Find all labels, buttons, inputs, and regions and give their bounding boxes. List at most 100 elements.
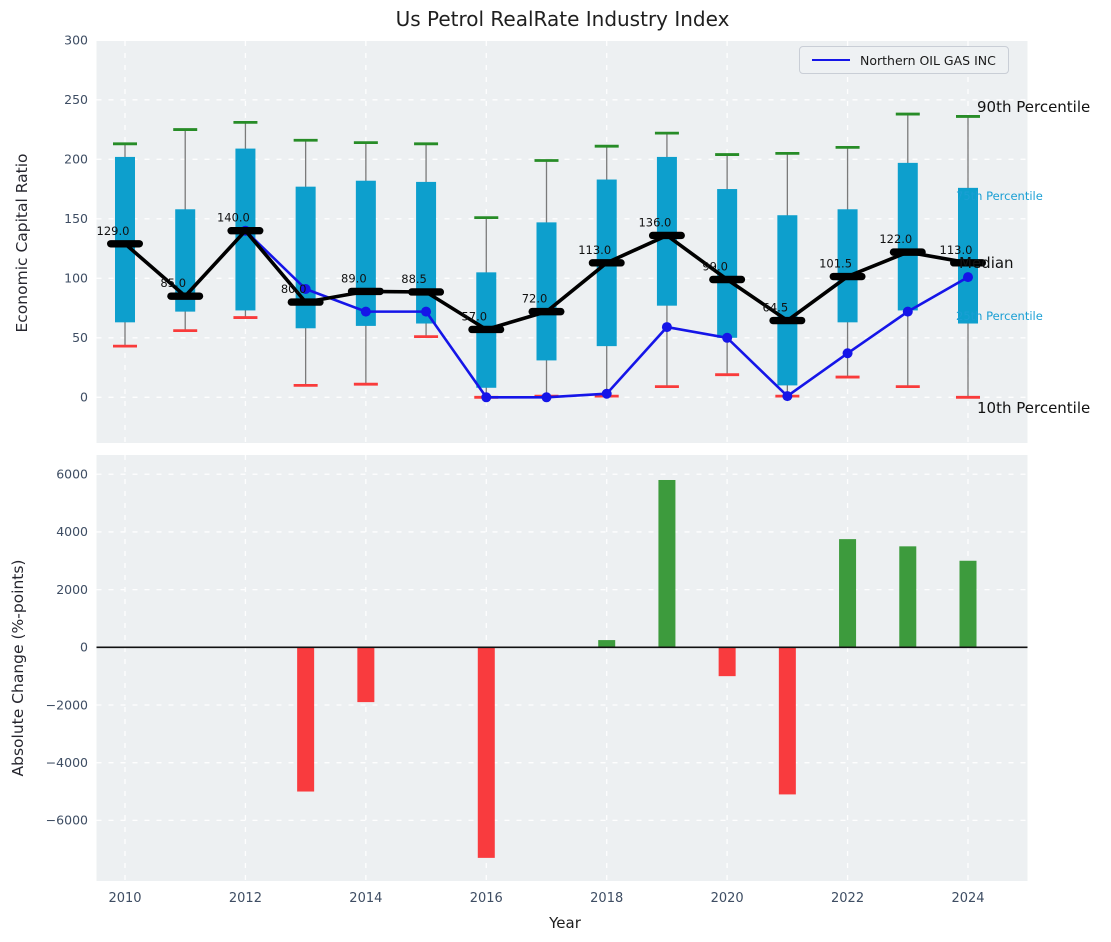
median-value-label-2019: 136.0 — [638, 215, 671, 229]
median-dash-2012 — [227, 227, 264, 235]
x-tick-label: 2012 — [229, 891, 262, 906]
change-bar-2013 — [297, 647, 315, 792]
median-dash-2017 — [528, 307, 565, 316]
company-marker-2013 — [300, 284, 311, 295]
median-dash-2024 — [949, 259, 986, 267]
change-bar-2020 — [718, 647, 736, 677]
median-value-label-2010: 129.0 — [97, 224, 130, 238]
annotation-10th-percentile: 10th Percentile — [977, 399, 1091, 417]
bottom-y-tick-label: 4000 — [56, 524, 88, 539]
bottom-y-tick-label: 2000 — [56, 582, 88, 597]
bottom-y-axis-label: Absolute Change (%-points) — [9, 559, 27, 777]
iqr-box-2014 — [355, 180, 376, 326]
iqr-box-2011 — [175, 209, 196, 312]
company-marker-2017 — [541, 392, 552, 403]
median-value-label-2017: 72.0 — [522, 292, 548, 306]
bottom-y-tick-label: 6000 — [56, 467, 88, 482]
iqr-box-2017 — [536, 222, 557, 361]
legend-line-sample — [812, 59, 850, 61]
company-marker-2021 — [782, 391, 793, 402]
change-bar-2016 — [477, 647, 495, 858]
median-dash-2023 — [889, 248, 926, 256]
company-marker-2022 — [842, 348, 853, 359]
iqr-box-2020 — [717, 189, 738, 338]
iqr-box-2010 — [115, 156, 135, 323]
top-y-axis-label: Economic Capital Ratio — [13, 153, 31, 333]
x-tick-label: 2010 — [108, 891, 141, 906]
iqr-box-2022 — [837, 209, 858, 323]
median-value-label-2014: 89.0 — [341, 271, 367, 285]
change-bar-2021 — [778, 647, 796, 795]
median-value-label-2021: 64.5 — [763, 301, 789, 315]
x-tick-label: 2014 — [349, 891, 382, 906]
legend: Northern OIL GAS INC — [799, 46, 1009, 74]
x-tick-label: 2016 — [470, 891, 503, 906]
top-y-tick-label: 250 — [64, 92, 88, 107]
top-y-tick-label: 200 — [64, 152, 88, 167]
annotation-25th-percentile: 25th Percentile — [956, 309, 1043, 323]
company-marker-2019 — [661, 322, 672, 333]
x-tick-label: 2022 — [831, 891, 864, 906]
iqr-box-2015 — [416, 181, 437, 324]
bottom-y-tick-label: −4000 — [46, 755, 88, 770]
median-dash-2014 — [347, 287, 384, 296]
legend-label: Northern OIL GAS INC — [860, 52, 996, 68]
median-dash-2019 — [648, 231, 685, 240]
median-dash-2013 — [287, 298, 324, 306]
top-y-tick-label: 0 — [80, 390, 88, 405]
iqr-box-2019 — [656, 156, 677, 306]
iqr-box-2021 — [777, 215, 798, 386]
annotation-90th-percentile: 90th Percentile — [977, 98, 1091, 116]
company-marker-2018 — [601, 388, 612, 399]
x-tick-label: 2020 — [711, 891, 744, 906]
median-value-label-2020: 99.0 — [702, 259, 728, 273]
median-value-label-2016: 57.0 — [461, 309, 487, 323]
chart-title: Us Petrol RealRate Industry Index — [395, 7, 730, 31]
median-value-label-2015: 88.5 — [401, 272, 427, 286]
median-value-label-2012: 140.0 — [217, 211, 250, 225]
company-marker-2020 — [722, 332, 733, 343]
company-marker-2014 — [360, 306, 371, 317]
bottom-y-tick-label: −2000 — [46, 697, 88, 712]
company-marker-2015 — [421, 306, 432, 317]
change-bar-2019 — [658, 479, 676, 648]
annotation-median: Median — [959, 254, 1014, 272]
median-value-label-2011: 85.0 — [160, 276, 186, 290]
x-axis-label: Year — [549, 914, 581, 932]
median-dash-2022 — [829, 272, 866, 281]
change-bar-2024 — [959, 560, 977, 648]
change-bar-2014 — [357, 647, 375, 703]
median-dash-2011 — [167, 292, 204, 300]
median-value-label-2024: 113.0 — [940, 243, 973, 257]
top-y-tick-label: 150 — [64, 211, 88, 226]
x-tick-label: 2018 — [590, 891, 623, 906]
company-marker-2024 — [962, 272, 973, 283]
bottom-y-tick-label: −6000 — [46, 813, 88, 828]
company-marker-2023 — [902, 306, 913, 317]
annotation-75th-percentile: 75th Percentile — [956, 189, 1043, 203]
top-y-tick-label: 50 — [72, 330, 88, 345]
x-tick-label: 2024 — [951, 891, 984, 906]
median-value-label-2022: 101.5 — [819, 257, 852, 271]
iqr-box-2024 — [957, 187, 978, 324]
median-dash-2010 — [107, 240, 143, 248]
change-bar-2023 — [899, 546, 917, 648]
bottom-y-tick-label: 0 — [80, 640, 88, 655]
bottom-axes-background — [96, 455, 1028, 881]
median-dash-2020 — [709, 275, 746, 284]
median-value-label-2023: 122.0 — [879, 232, 912, 246]
median-dash-2018 — [588, 259, 625, 267]
median-dash-2021 — [769, 316, 806, 325]
top-y-tick-label: 300 — [64, 33, 88, 48]
change-bar-2022 — [839, 539, 857, 648]
median-dash-2016 — [468, 325, 505, 334]
change-bar-2018 — [598, 640, 616, 648]
iqr-box-2013 — [295, 186, 316, 329]
iqr-box-2023 — [897, 162, 918, 311]
top-y-tick-label: 100 — [64, 271, 88, 286]
median-dash-2015 — [408, 288, 445, 296]
company-marker-2016 — [481, 392, 492, 403]
median-value-label-2013: 80.0 — [281, 282, 307, 296]
